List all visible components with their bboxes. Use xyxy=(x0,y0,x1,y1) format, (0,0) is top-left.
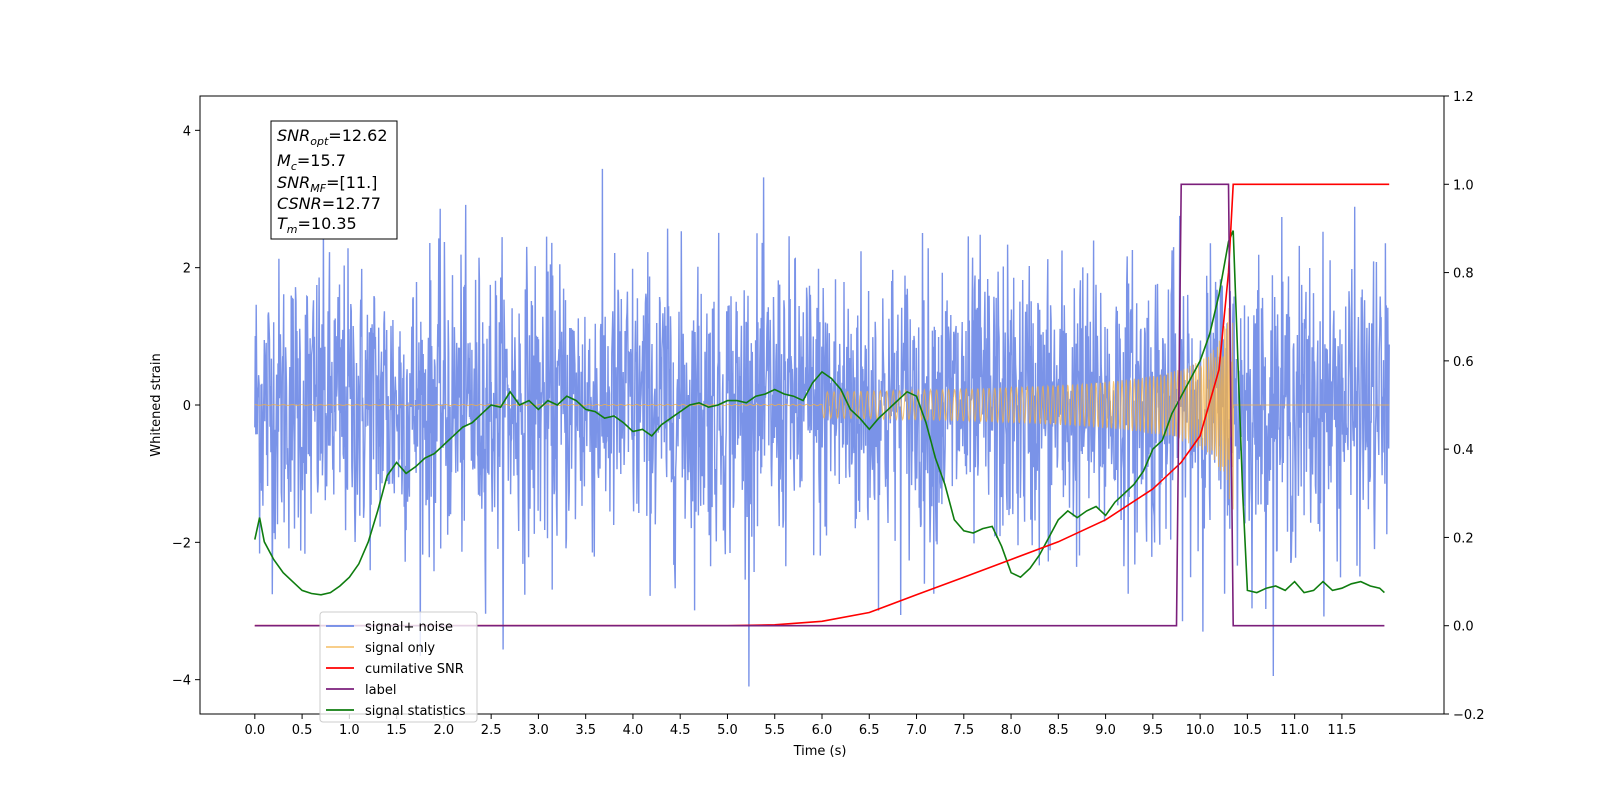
annotation-frame xyxy=(270,120,398,240)
y2-axis-ticks: 1.2 1.0 0.8 0.6 0.4 0.2 0.0 −0.2 xyxy=(1444,90,1485,723)
x-tick-label: 2.5 xyxy=(481,723,502,738)
legend-label: cumilative SNR xyxy=(365,662,464,677)
y2-tick-label: 0.6 xyxy=(1453,355,1474,370)
x-tick-label: 6.0 xyxy=(812,723,833,738)
annotation-line: SNRMF=[11.] xyxy=(277,173,377,195)
x-tick-label: 9.5 xyxy=(1143,723,1164,738)
signal-plus-noise-series xyxy=(254,168,1390,687)
y-axis-label: Whitened strain xyxy=(149,353,164,456)
y-tick-label: 2 xyxy=(183,262,191,277)
annotation-line: CSNR=12.77 xyxy=(277,194,381,213)
legend-label: signal only xyxy=(365,641,435,656)
x-tick-label: 9.0 xyxy=(1095,723,1116,738)
annotation-subscript: MF xyxy=(310,182,326,195)
x-tick-label: 11.5 xyxy=(1327,723,1356,738)
x-tick-label: 1.5 xyxy=(386,723,407,738)
y2-tick-label: 0.4 xyxy=(1453,443,1474,458)
signal-plus-noise-line xyxy=(254,168,1390,687)
x-tick-label: 8.5 xyxy=(1048,723,1069,738)
x-tick-label: 4.0 xyxy=(623,723,644,738)
x-tick-label: 7.0 xyxy=(906,723,927,738)
x-tick-label: 1.0 xyxy=(339,723,360,738)
x-tick-label: 5.0 xyxy=(717,723,738,738)
annotation-subscript: c xyxy=(291,160,297,173)
x-axis-label: Time (s) xyxy=(793,744,847,759)
x-tick-label: 0.5 xyxy=(292,723,313,738)
legend-label: signal statistics xyxy=(365,704,466,719)
y2-tick-label: 0.2 xyxy=(1453,531,1474,546)
legend-label: label xyxy=(365,683,396,698)
y-tick-label: 4 xyxy=(183,124,191,139)
y-tick-label: −4 xyxy=(172,674,191,689)
x-tick-label: 5.5 xyxy=(764,723,785,738)
annotation-value: =12.62 xyxy=(328,126,387,145)
annotation-value: =15.7 xyxy=(297,151,346,170)
x-tick-label: 6.5 xyxy=(859,723,880,738)
x-tick-label: 3.5 xyxy=(575,723,596,738)
x-tick-label: 7.5 xyxy=(953,723,974,738)
y-tick-label: 0 xyxy=(183,399,191,414)
annotation-value: =[11.] xyxy=(326,173,377,192)
annotation-symbol: CSNR xyxy=(277,194,322,213)
x-tick-label: 0.0 xyxy=(244,723,265,738)
annotation-subscript: m xyxy=(287,223,298,236)
annotation-symbol: M xyxy=(277,151,291,170)
y-axis-ticks: 4 2 0 −2 −4 xyxy=(172,124,200,689)
signal-only-series xyxy=(254,308,1390,510)
annotation-subscript: opt xyxy=(310,135,329,148)
y2-tick-label: 1.2 xyxy=(1453,90,1474,105)
x-tick-label: 10.5 xyxy=(1233,723,1262,738)
annotation-value: =10.35 xyxy=(298,214,357,233)
y2-tick-label: 0.8 xyxy=(1453,267,1474,282)
annotation-symbol: SNR xyxy=(277,173,310,192)
legend-frame xyxy=(319,611,478,723)
x-tick-label: 10.0 xyxy=(1186,723,1215,738)
annotation-line: SNRopt=12.62 xyxy=(277,126,388,148)
annotation-line: Tm=10.35 xyxy=(277,214,357,236)
annotation-symbol: SNR xyxy=(277,126,310,145)
x-tick-label: 8.0 xyxy=(1001,723,1022,738)
signal-statistics-line xyxy=(254,230,1385,596)
y2-tick-label: 0.0 xyxy=(1453,620,1474,635)
x-tick-label: 4.5 xyxy=(670,723,691,738)
y2-tick-label: −0.2 xyxy=(1453,708,1485,723)
annotation-line: Mc=15.7 xyxy=(277,151,346,173)
label-line xyxy=(254,183,1385,627)
y2-tick-label: 1.0 xyxy=(1453,178,1474,193)
x-tick-label: 11.0 xyxy=(1280,723,1309,738)
right-axis-series xyxy=(254,183,1390,627)
signal-only-line xyxy=(254,308,1390,510)
x-axis-ticks: 0.0 0.5 1.0 1.5 2.0 2.5 3.0 3.5 4.0 4.5 5.0 5.5 6.0 6… xyxy=(244,714,1356,738)
annotation-box: SNRopt=12.62Mc=15.7SNRMF=[11.]CSNR=12.77… xyxy=(270,120,398,240)
annotation-value: =12.77 xyxy=(322,194,381,213)
legend-label: signal+ noise xyxy=(365,620,453,635)
annotation-symbol: T xyxy=(277,214,288,233)
legend: signal+ noise signal only cumilative SNR la… xyxy=(319,611,478,723)
y-tick-label: −2 xyxy=(172,536,191,551)
x-tick-label: 3.0 xyxy=(528,723,549,738)
x-tick-label: 2.0 xyxy=(434,723,455,738)
